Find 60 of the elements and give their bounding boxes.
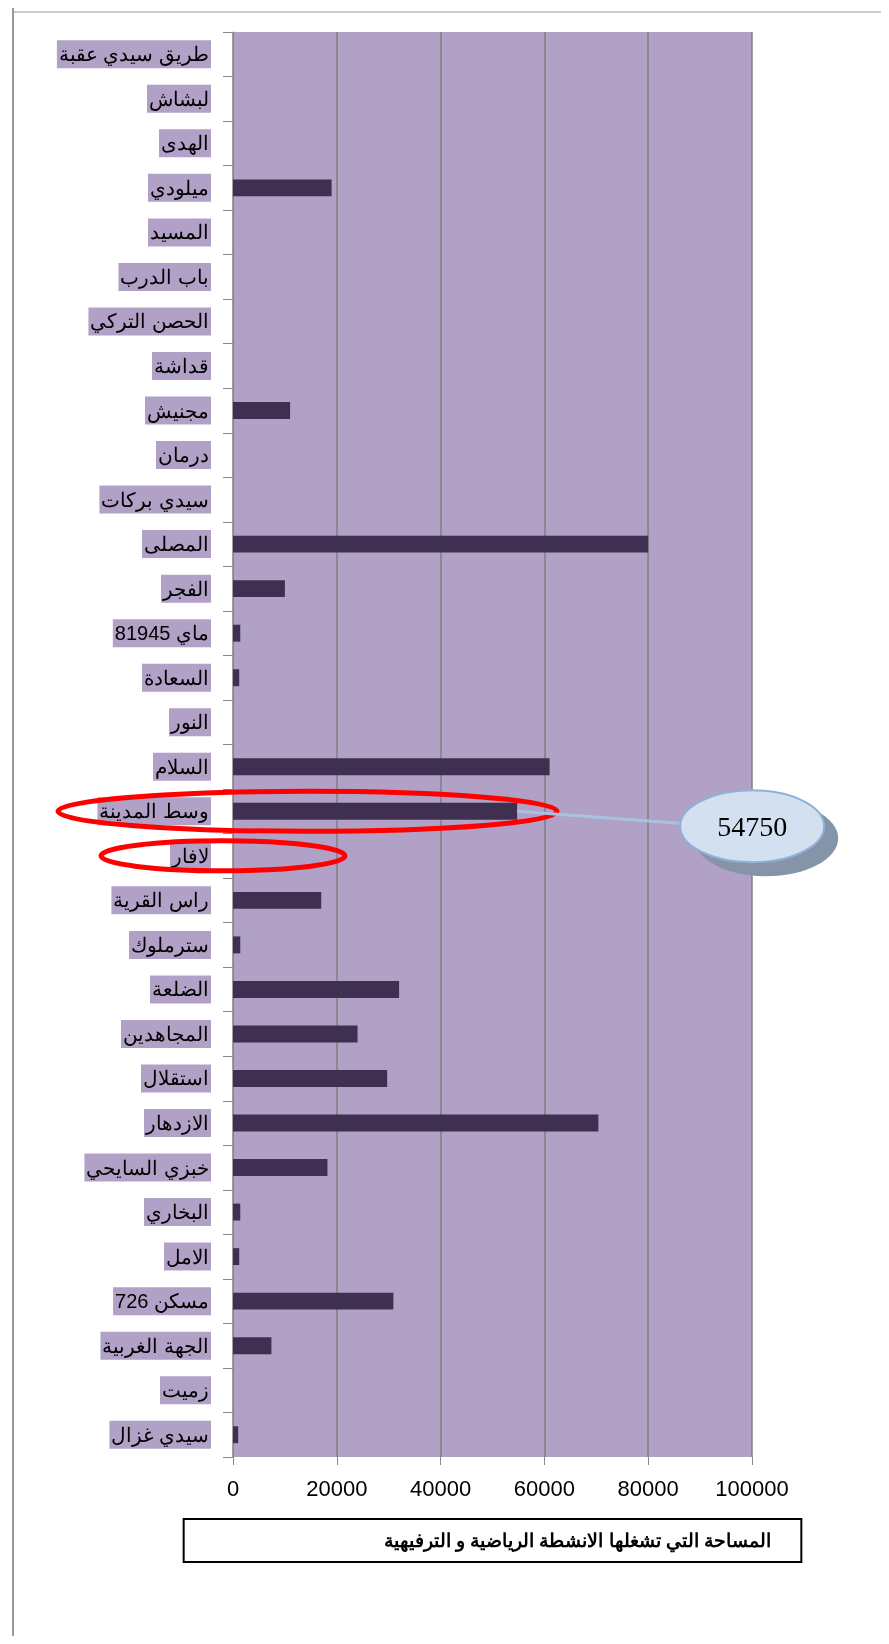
x-tick-label: 80000 bbox=[617, 1475, 679, 1501]
y-tick-label: خبزي السايحي bbox=[86, 1156, 209, 1180]
bar bbox=[233, 179, 332, 197]
y-tick-label: الازدهار bbox=[145, 1112, 209, 1136]
bar bbox=[233, 1292, 394, 1310]
bar bbox=[233, 669, 240, 687]
bar bbox=[233, 1070, 388, 1087]
y-tick-label: المجاهدين bbox=[123, 1022, 209, 1046]
y-tick-label: راس القرية bbox=[113, 889, 209, 913]
y-tick-label: لافار bbox=[171, 844, 209, 868]
y-tick-label: استقلال bbox=[143, 1067, 209, 1090]
annotation: 54750 bbox=[717, 810, 788, 842]
bar bbox=[233, 802, 518, 820]
y-tick-label: الحصن التركي bbox=[90, 310, 209, 334]
y-tick-label: الفجر bbox=[162, 577, 209, 601]
y-tick-label: الضلعة bbox=[152, 978, 209, 1001]
bar bbox=[233, 1337, 272, 1355]
y-tick-label: السعادة bbox=[144, 666, 209, 689]
y-tick-label: النور bbox=[170, 711, 209, 735]
y-tick-label: مجنيش bbox=[147, 399, 209, 423]
y-tick-label: 726 مسكن bbox=[115, 1290, 209, 1314]
y-tick-label: سترملوك bbox=[131, 933, 209, 957]
bar bbox=[233, 758, 550, 776]
x-tick-label: 100000 bbox=[715, 1475, 789, 1501]
x-tick-label: 60000 bbox=[513, 1475, 575, 1501]
bar bbox=[233, 1159, 328, 1177]
bar bbox=[233, 624, 241, 642]
y-tick-label: الامل bbox=[166, 1245, 209, 1268]
y-tick-label: باب الدرب bbox=[120, 265, 209, 289]
x-axis-title: المساحة التي تشغلها الانشطة الرياضية و الترفيهية bbox=[383, 1530, 772, 1553]
y-tick-label: سيدي غزال bbox=[111, 1423, 209, 1447]
y-tick-label: الجهة الغربية bbox=[102, 1334, 209, 1358]
bar bbox=[233, 1248, 240, 1266]
y-tick-label: الهدى bbox=[161, 132, 209, 156]
y-tick-label: البخاري bbox=[146, 1201, 209, 1225]
y-tick-label: قداشة bbox=[154, 354, 209, 377]
y-tick-label: المسيد bbox=[150, 221, 209, 244]
y-tick-label: زميت bbox=[162, 1379, 209, 1403]
bar bbox=[233, 1426, 239, 1444]
y-tick-label: لبشاش bbox=[149, 87, 209, 111]
y-tick-label: وسط المدينة bbox=[99, 800, 209, 824]
y-tick-label: درمان bbox=[158, 444, 209, 468]
bar bbox=[233, 580, 285, 598]
bar bbox=[233, 891, 322, 909]
x-tick-label: 0 bbox=[226, 1475, 240, 1501]
y-tick-label: المصلى bbox=[144, 533, 209, 556]
bar bbox=[233, 1114, 599, 1132]
bar bbox=[233, 1025, 358, 1043]
bar bbox=[233, 936, 241, 954]
y-tick-label: 8ماي 1945 bbox=[114, 622, 209, 646]
y-tick-label: سيدي بركات bbox=[101, 488, 209, 512]
bar bbox=[233, 1203, 241, 1221]
x-tick-label: 20000 bbox=[306, 1475, 368, 1501]
x-tick-label: 40000 bbox=[410, 1475, 472, 1501]
y-tick-label: طريق سيدي عقبة bbox=[58, 43, 209, 67]
y-tick-label: السلام bbox=[155, 755, 209, 779]
bar bbox=[233, 535, 649, 553]
bar bbox=[233, 980, 400, 998]
bar bbox=[233, 402, 291, 419]
y-tick-label: ميلودي bbox=[150, 176, 209, 200]
